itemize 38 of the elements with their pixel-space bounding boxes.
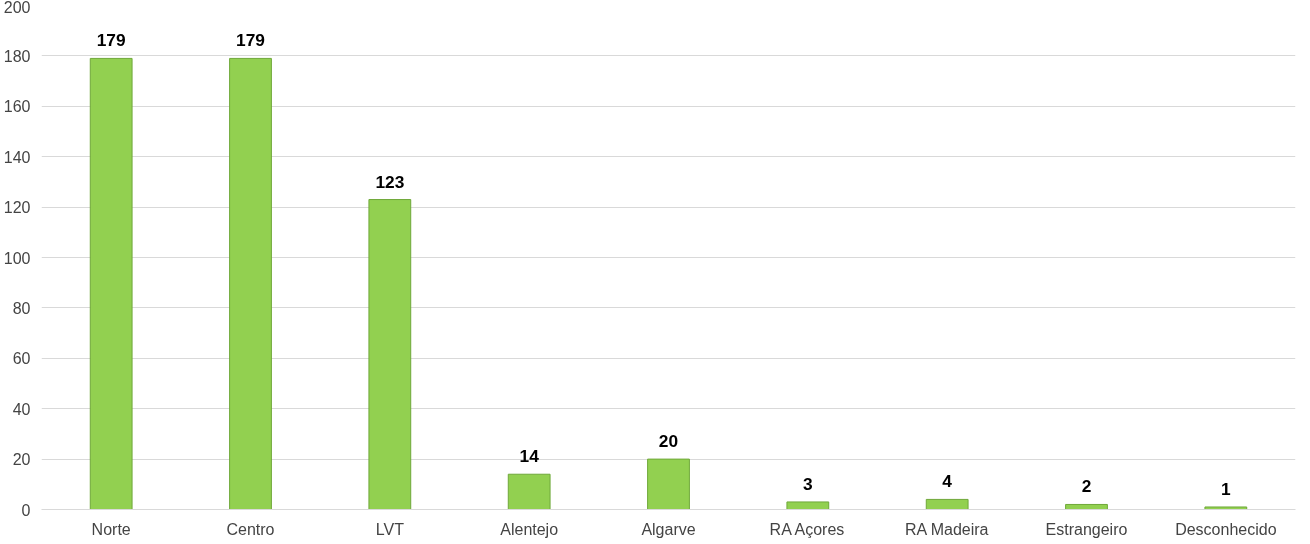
x-tick-label: Alentejo <box>500 520 559 538</box>
data-label: 14 <box>519 446 540 467</box>
y-tick-label: 60 <box>12 350 31 368</box>
x-tick-label: LVT <box>375 520 405 538</box>
data-label: 179 <box>96 30 126 51</box>
x-tick-label: RA Madeira <box>904 520 989 538</box>
y-tick-label: 200 <box>3 0 31 16</box>
y-tick-label: 160 <box>3 98 31 116</box>
data-label: 1 <box>1221 478 1232 499</box>
data-label: 123 <box>375 171 405 192</box>
y-tick-label: 40 <box>12 400 31 418</box>
y-tick-label: 180 <box>3 47 31 65</box>
bar <box>229 57 272 510</box>
data-label: 4 <box>942 471 953 492</box>
x-tick-label: Centro <box>226 520 275 538</box>
x-tick-label: RA Açores <box>769 520 845 538</box>
bar <box>925 498 969 510</box>
y-tick-label: 20 <box>12 451 31 469</box>
y-tick-label: 0 <box>21 501 31 519</box>
x-tick-label: Desconhecido <box>1175 520 1277 538</box>
bar <box>647 458 690 510</box>
x-tick-label: Algarve <box>641 520 696 538</box>
bar <box>1065 503 1108 510</box>
x-tick-label: Norte <box>91 520 131 538</box>
bar <box>368 199 412 510</box>
bar <box>507 473 551 510</box>
data-label: 20 <box>658 431 679 452</box>
data-label: 179 <box>236 30 265 51</box>
data-label: 2 <box>1081 476 1092 497</box>
y-tick-label: 140 <box>3 148 31 166</box>
y-tick-label: 100 <box>3 249 31 267</box>
bar <box>1204 506 1248 510</box>
y-tick-label: 80 <box>12 299 31 317</box>
y-tick-label: 120 <box>3 199 31 217</box>
bar <box>89 57 133 510</box>
bar <box>786 501 830 510</box>
data-label: 3 <box>803 473 814 494</box>
x-tick-label: Estrangeiro <box>1045 520 1128 538</box>
